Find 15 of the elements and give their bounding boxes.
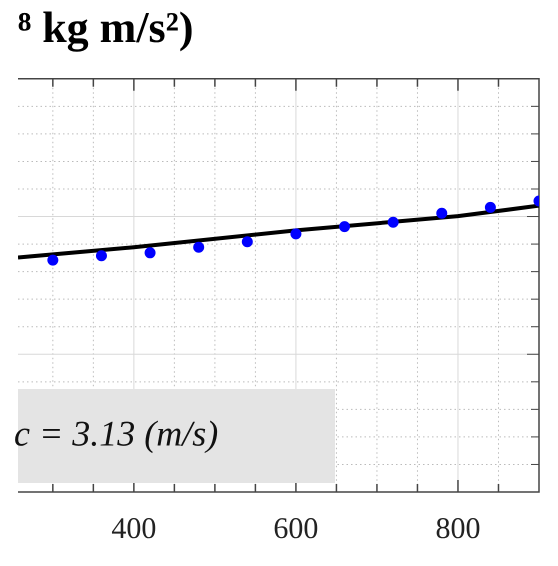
point xyxy=(436,208,448,219)
annotation: c = 3.13 (m/s) xyxy=(14,413,218,454)
point xyxy=(339,221,350,232)
x-tick-label: 600 xyxy=(273,512,318,545)
point xyxy=(290,228,302,240)
point xyxy=(388,216,399,228)
point xyxy=(242,236,253,248)
point xyxy=(144,247,156,258)
point xyxy=(484,202,496,213)
point xyxy=(193,242,204,253)
x-tick-label: 400 xyxy=(111,512,156,545)
x-tick-label: 800 xyxy=(435,512,480,545)
chart-title: ⁸ kg m/s²) xyxy=(18,2,194,52)
point xyxy=(96,250,107,262)
point xyxy=(47,254,58,266)
